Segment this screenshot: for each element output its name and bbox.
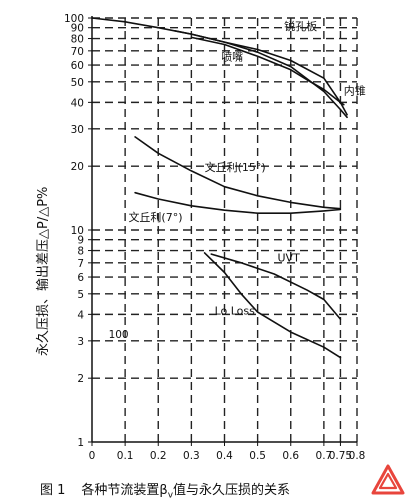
chart-annotation: 100 xyxy=(109,329,129,341)
x-tick-label: 0.5 xyxy=(249,450,266,462)
warning-triangle-logo xyxy=(370,463,406,497)
y-tick-label: 90 xyxy=(71,23,84,35)
axes-layer: 0 0.1 0.2 0.3 0.4 0.5 0.6 0.70.750.812345678910… xyxy=(64,13,365,462)
series-label: 锐孔板 xyxy=(284,19,317,33)
figure-caption: 图 1 各种节流装置βv值与永久压损的关系 xyxy=(40,479,290,501)
series-label: 喷嘴 xyxy=(221,51,243,64)
series-label: UVT xyxy=(278,252,301,265)
x-tick-label: 0.2 xyxy=(150,450,167,462)
x-tick-label: 0.8 xyxy=(349,450,366,462)
y-tick-label: 9 xyxy=(77,235,84,247)
y-tick-label: 2 xyxy=(77,373,84,385)
y-axis-label-svg: 永久压损、输出差压△P/△P% xyxy=(35,187,51,356)
series-line xyxy=(91,17,348,116)
x-tick-label: 0.7 xyxy=(316,450,333,462)
x-tick-label: 0.6 xyxy=(282,450,299,462)
x-tick-label: 0.4 xyxy=(216,450,233,462)
figure-caption-text: 各种节流装置βv值与永久压损的关系 xyxy=(81,483,291,501)
series-line xyxy=(134,136,342,210)
caption-text-main: 各种节流装置β xyxy=(81,483,168,498)
series-label: Lo Loss xyxy=(215,304,256,317)
y-tick-label: 60 xyxy=(71,60,84,72)
caption-subscript: v xyxy=(167,490,174,501)
series-label: 文丘利(15°) xyxy=(205,160,266,174)
y-tick-label: 6 xyxy=(77,272,84,284)
grid-layer xyxy=(92,17,358,442)
warning-triangle-icon xyxy=(371,464,405,495)
y-tick-label: 8 xyxy=(77,246,84,258)
y-tick-label: 100 xyxy=(64,13,84,25)
y-tick-label: 3 xyxy=(77,336,84,348)
series-label: 文丘利(7°) xyxy=(128,210,182,224)
y-tick-label: 4 xyxy=(77,309,84,321)
y-tick-label: 30 xyxy=(71,124,84,136)
y-tick-label: 20 xyxy=(71,161,84,173)
y-tick-label: 80 xyxy=(71,34,84,46)
x-tick-label: 0.3 xyxy=(183,450,200,462)
x-tick-label: 0.1 xyxy=(117,450,134,462)
series-layer xyxy=(91,17,348,359)
x-tick-label: 0 xyxy=(89,450,96,462)
y-tick-label: 70 xyxy=(71,46,84,58)
series-line xyxy=(210,253,342,320)
y-tick-label: 10 xyxy=(71,225,84,237)
series-line xyxy=(174,30,348,119)
y-tick-label: 1 xyxy=(77,437,84,449)
x-tick-label: 0.75 xyxy=(329,450,352,462)
series-line xyxy=(190,36,345,106)
y-tick-label: 7 xyxy=(77,258,84,270)
y-tick-label: 40 xyxy=(71,97,84,109)
y-axis-label-box: 永久压损、输出差压△P/△P% xyxy=(34,108,52,358)
figure-number: 图 1 xyxy=(40,483,66,498)
y-tick-label: 5 xyxy=(77,289,84,301)
series-label: 内锥 xyxy=(344,84,366,98)
y-tick-label: 50 xyxy=(71,77,84,89)
y-axis-label: 永久压损、输出差压△P/△P% xyxy=(35,187,51,356)
caption-text-after: 值与永久压损的关系 xyxy=(173,483,291,498)
series-line xyxy=(134,191,342,214)
series-line xyxy=(203,252,342,359)
